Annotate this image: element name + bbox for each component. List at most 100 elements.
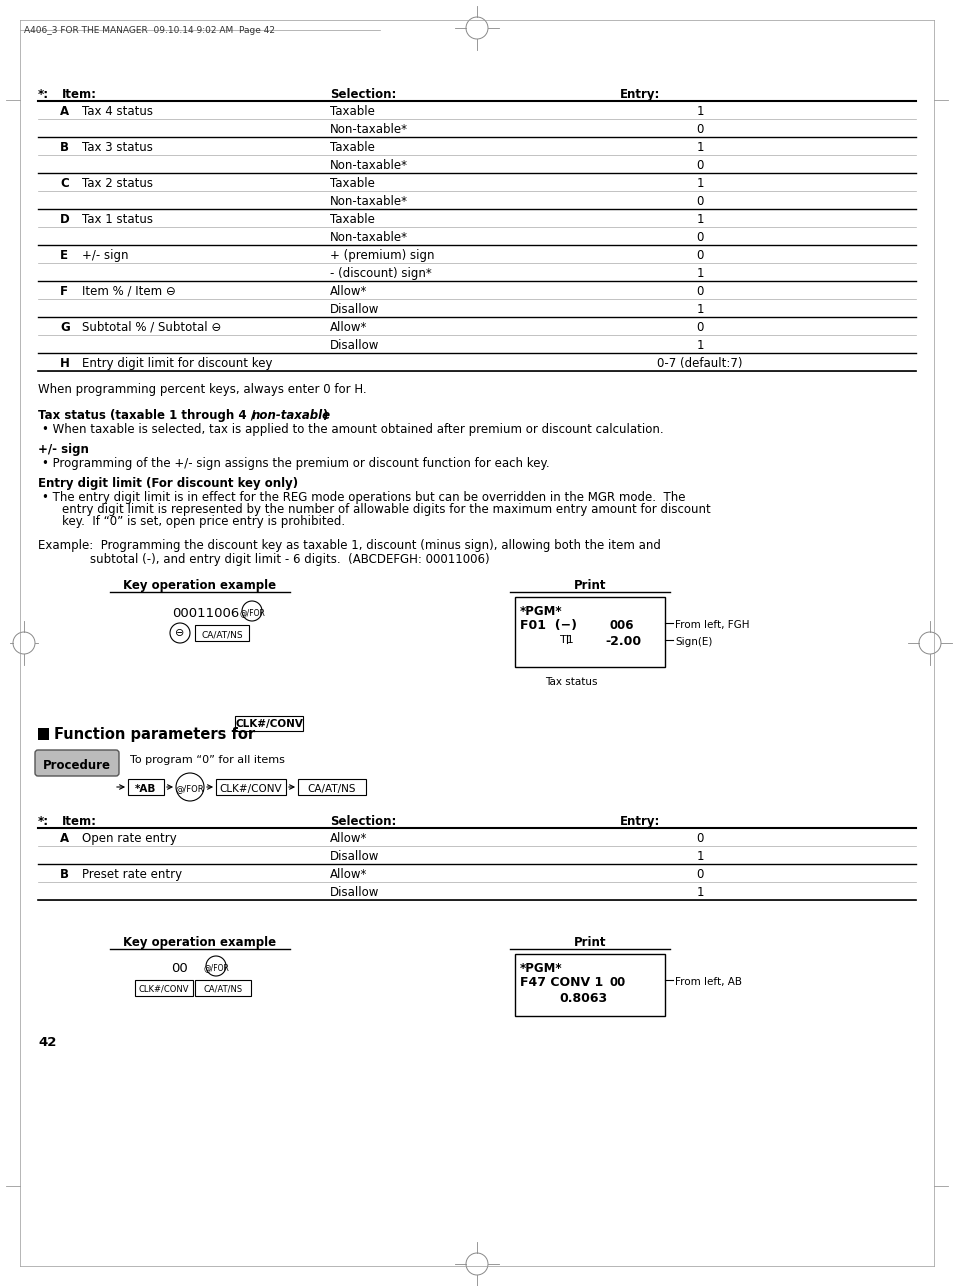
Text: ⊖: ⊖ [175, 628, 185, 638]
Text: 1: 1 [696, 177, 703, 190]
Text: CLK#/CONV: CLK#/CONV [138, 985, 189, 994]
Text: 00: 00 [609, 976, 625, 989]
Text: 1: 1 [696, 340, 703, 352]
Text: @/FOR: @/FOR [203, 963, 229, 972]
Text: T1: T1 [559, 635, 573, 646]
Text: *:: *: [38, 87, 49, 102]
Text: 00011006: 00011006 [172, 607, 239, 620]
Text: Tax 4 status: Tax 4 status [82, 105, 152, 118]
Text: Selection:: Selection: [330, 815, 395, 828]
Bar [515, 954, 664, 1016]
Text: 0: 0 [696, 322, 703, 334]
FancyBboxPatch shape [35, 750, 119, 775]
Text: @/FOR: @/FOR [175, 784, 204, 793]
Text: key.  If “0” is set, open price entry is prohibited.: key. If “0” is set, open price entry is … [62, 514, 345, 529]
Text: @/FOR: @/FOR [239, 608, 265, 617]
Text: Key operation example: Key operation example [123, 579, 276, 592]
Text: 0.8063: 0.8063 [558, 992, 606, 1004]
Text: 1: 1 [696, 303, 703, 316]
Text: subtotal (-), and entry digit limit - 6 digits.  (ABCDEFGH: 00011006): subtotal (-), and entry digit limit - 6 … [90, 553, 489, 566]
Text: *AB: *AB [135, 784, 156, 793]
Text: A406_3 FOR THE MANAGER  09.10.14 9:02 AM  Page 42: A406_3 FOR THE MANAGER 09.10.14 9:02 AM … [24, 26, 274, 35]
Text: Print: Print [573, 579, 605, 592]
Text: 42: 42 [38, 1037, 56, 1049]
Text: Item % / Item ⊖: Item % / Item ⊖ [82, 285, 175, 298]
Text: entry digit limit is represented by the number of allowable digits for the maxim: entry digit limit is represented by the … [62, 503, 710, 516]
Text: 1: 1 [696, 105, 703, 118]
Text: B: B [60, 141, 69, 154]
Text: Print: Print [573, 936, 605, 949]
Text: 1: 1 [696, 213, 703, 226]
Text: • The entry digit limit is in effect for the REG mode operations but can be over: • The entry digit limit is in effect for… [42, 491, 685, 504]
Text: Tax status (taxable 1 through 4 /: Tax status (taxable 1 through 4 / [38, 409, 259, 422]
Bar [194, 625, 249, 640]
Text: -2.00: -2.00 [604, 635, 640, 648]
Text: When programming percent keys, always enter 0 for H.: When programming percent keys, always en… [38, 383, 366, 396]
Text: *PGM*: *PGM* [519, 604, 562, 619]
Text: Tax status: Tax status [544, 676, 597, 687]
Text: Taxable: Taxable [330, 213, 375, 226]
Text: Open rate entry: Open rate entry [82, 832, 176, 845]
Text: +/- sign: +/- sign [82, 249, 129, 262]
Text: Entry:: Entry: [619, 815, 659, 828]
Text: Taxable: Taxable [330, 177, 375, 190]
Text: A: A [60, 832, 69, 845]
Text: F01  (−): F01 (−) [519, 619, 577, 631]
Bar [515, 597, 664, 667]
Text: CLK#/CONV: CLK#/CONV [219, 784, 282, 793]
Text: CA/AT/NS: CA/AT/NS [201, 630, 243, 639]
Text: 0: 0 [696, 868, 703, 881]
Text: 0-7 (default:7): 0-7 (default:7) [657, 358, 742, 370]
Text: Non-taxable*: Non-taxable* [330, 195, 408, 208]
Text: F47 CONV 1: F47 CONV 1 [519, 976, 602, 989]
Bar [128, 779, 164, 795]
Text: Allow*: Allow* [330, 868, 367, 881]
Text: + (premium) sign: + (premium) sign [330, 249, 434, 262]
Text: Disallow: Disallow [330, 850, 379, 863]
Bar [135, 980, 193, 995]
Text: Allow*: Allow* [330, 832, 367, 845]
Text: 0: 0 [696, 195, 703, 208]
Text: Entry digit limit (For discount key only): Entry digit limit (For discount key only… [38, 477, 297, 490]
Text: 0: 0 [696, 159, 703, 172]
Text: Procedure: Procedure [43, 759, 111, 772]
Text: Non-taxable*: Non-taxable* [330, 159, 408, 172]
Text: CA/AT/NS: CA/AT/NS [203, 985, 242, 994]
Text: Entry:: Entry: [619, 87, 659, 102]
Text: Taxable: Taxable [330, 141, 375, 154]
Text: ): ) [322, 409, 327, 422]
Text: B: B [60, 868, 69, 881]
Text: H: H [60, 358, 70, 370]
Text: non-taxable: non-taxable [252, 409, 331, 422]
Text: 0: 0 [696, 285, 703, 298]
Text: Taxable: Taxable [330, 105, 375, 118]
Text: Subtotal % / Subtotal ⊖: Subtotal % / Subtotal ⊖ [82, 322, 221, 334]
Text: *:: *: [38, 815, 49, 828]
Bar [215, 779, 286, 795]
Text: Tax 3 status: Tax 3 status [82, 141, 152, 154]
Text: Disallow: Disallow [330, 340, 379, 352]
Text: Disallow: Disallow [330, 303, 379, 316]
Text: Allow*: Allow* [330, 322, 367, 334]
Text: Disallow: Disallow [330, 886, 379, 899]
Text: Tax 1 status: Tax 1 status [82, 213, 152, 226]
Text: 00: 00 [172, 962, 188, 975]
Text: Item:: Item: [62, 87, 97, 102]
Text: Selection:: Selection: [330, 87, 395, 102]
Text: Entry digit limit for discount key: Entry digit limit for discount key [82, 358, 273, 370]
Text: +/- sign: +/- sign [38, 442, 89, 457]
Text: F: F [60, 285, 68, 298]
Text: Item:: Item: [62, 815, 97, 828]
Text: • Programming of the +/- sign assigns the premium or discount function for each : • Programming of the +/- sign assigns th… [42, 457, 549, 469]
Text: A: A [60, 105, 69, 118]
Text: 1: 1 [696, 267, 703, 280]
Text: Function parameters for: Function parameters for [54, 727, 254, 742]
Bar [194, 980, 251, 995]
Text: 1: 1 [696, 850, 703, 863]
Text: From left, FGH: From left, FGH [675, 620, 749, 630]
Text: 1: 1 [696, 141, 703, 154]
Text: Key operation example: Key operation example [123, 936, 276, 949]
Text: *PGM*: *PGM* [519, 962, 562, 975]
Text: 006: 006 [609, 619, 634, 631]
Text: Example:  Programming the discount key as taxable 1, discount (minus sign), allo: Example: Programming the discount key as… [38, 539, 660, 552]
